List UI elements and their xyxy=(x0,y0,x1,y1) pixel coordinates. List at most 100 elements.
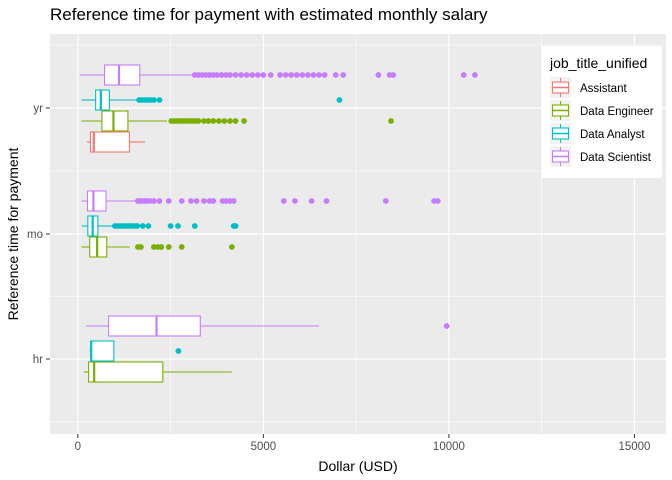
box-iqr xyxy=(103,64,141,86)
outlier-point xyxy=(299,72,306,78)
box-mo-data-engineer xyxy=(81,236,235,258)
outlier-point xyxy=(222,72,229,78)
outlier-point xyxy=(188,198,194,204)
legend-item-data-analyst: Data Analyst xyxy=(550,123,645,144)
outlier-point xyxy=(138,244,144,250)
outlier-point xyxy=(254,72,261,78)
legend-label: Data Scientist xyxy=(580,152,652,164)
x-tick-label: 10000 xyxy=(433,441,465,453)
y-tick-label: hr xyxy=(33,354,43,366)
legend: job_title_unified Assistant Data Engineer… xyxy=(542,46,662,178)
outlier-point xyxy=(277,72,283,78)
outlier-point xyxy=(167,223,174,229)
outlier-point xyxy=(332,72,339,78)
outlier-point xyxy=(282,72,289,78)
outlier-point xyxy=(175,348,182,354)
x-tick-label: 5000 xyxy=(251,441,277,453)
outlier-point xyxy=(316,72,322,78)
outlier-point xyxy=(321,72,328,78)
legend-item-data-scientist: Data Scientist xyxy=(550,146,652,167)
outlier-point xyxy=(210,118,217,124)
outlier-point xyxy=(178,244,185,250)
legend-keys: Assistant Data Engineer Data Analyst Data S… xyxy=(550,77,654,167)
box-hr-data-analyst xyxy=(89,340,182,362)
outlier-point xyxy=(288,72,295,78)
legend-label: Data Analyst xyxy=(580,129,645,141)
box-iqr xyxy=(101,110,129,132)
chart-title: Reference time for payment with estimate… xyxy=(50,5,488,24)
box-iqr xyxy=(89,236,108,258)
outlier-point xyxy=(227,118,233,124)
outlier-point xyxy=(191,223,198,229)
box-iqr xyxy=(86,190,107,212)
outlier-point xyxy=(232,72,239,78)
y-axis-label: Reference time for payment xyxy=(5,148,21,321)
outlier-point xyxy=(230,198,237,204)
y-tick-label: yr xyxy=(33,103,43,115)
boxes xyxy=(79,64,478,383)
box-iqr xyxy=(90,340,115,362)
outlier-point xyxy=(308,198,315,204)
outlier-point xyxy=(175,223,181,229)
outlier-point xyxy=(310,72,317,78)
outlier-point xyxy=(443,323,450,329)
legend-label: Assistant xyxy=(580,83,627,95)
legend-item-assistant: Assistant xyxy=(550,77,627,98)
outlier-point xyxy=(139,223,146,229)
outlier-point xyxy=(241,118,247,124)
outlier-point xyxy=(227,72,233,78)
outlier-point xyxy=(214,72,220,78)
outlier-point xyxy=(151,198,157,204)
y-tick-label: mo xyxy=(27,229,43,241)
box-mo-data-scientist xyxy=(81,190,441,212)
gridlines xyxy=(50,34,666,434)
outlier-point xyxy=(292,198,298,204)
outlier-point xyxy=(156,97,163,103)
outlier-point xyxy=(228,244,235,250)
box-iqr xyxy=(89,131,130,153)
outlier-point xyxy=(323,198,330,204)
x-axis-ticks: 0 5000 10000 15000 xyxy=(75,434,650,453)
outlier-point xyxy=(218,72,225,78)
outlier-point xyxy=(232,118,239,124)
box-iqr xyxy=(108,315,201,337)
outlier-point xyxy=(232,223,239,229)
outlier-point xyxy=(178,198,185,204)
x-axis-label: Dollar (USD) xyxy=(318,458,397,474)
outlier-point xyxy=(158,244,165,250)
legend-title: job_title_unified xyxy=(549,55,647,71)
legend-item-data-engineer: Data Engineer xyxy=(550,100,654,121)
outlier-point xyxy=(210,198,217,204)
outlier-point xyxy=(193,198,200,204)
x-tick-label: 0 xyxy=(75,441,81,453)
outlier-point xyxy=(156,198,163,204)
box-yr-data-engineer xyxy=(81,110,394,132)
outlier-point xyxy=(267,72,274,78)
box-yr-data-scientist xyxy=(79,64,478,86)
outlier-point xyxy=(145,223,152,229)
outlier-point xyxy=(146,198,153,204)
outlier-point xyxy=(165,198,172,204)
outlier-point xyxy=(238,72,245,78)
outlier-point xyxy=(293,72,300,78)
outlier-point xyxy=(471,72,478,78)
box-hr-data-engineer xyxy=(83,361,232,383)
outlier-point xyxy=(382,198,389,204)
outlier-point xyxy=(165,244,172,250)
outlier-point xyxy=(201,118,207,124)
outlier-point xyxy=(434,198,441,204)
outlier-point xyxy=(375,72,382,78)
legend-label: Data Engineer xyxy=(580,106,654,118)
box-yr-assistant xyxy=(87,131,145,153)
outlier-point xyxy=(305,72,311,78)
outlier-point xyxy=(201,198,207,204)
box-mo-data-analyst xyxy=(81,215,239,237)
outlier-point xyxy=(151,97,157,103)
box-hr-data-scientist xyxy=(85,315,450,337)
y-axis-ticks: hr mo yr xyxy=(27,103,50,366)
outlier-point xyxy=(388,118,394,124)
outlier-point xyxy=(390,72,397,78)
box-iqr xyxy=(88,361,164,383)
outlier-point xyxy=(221,118,228,124)
